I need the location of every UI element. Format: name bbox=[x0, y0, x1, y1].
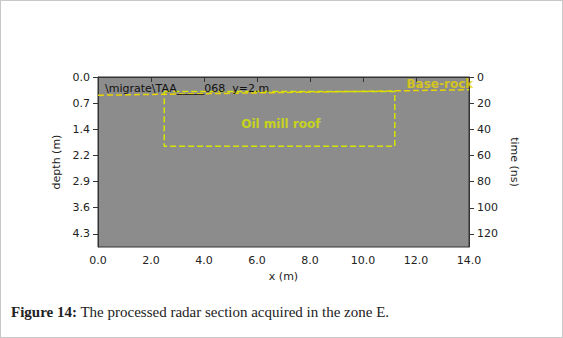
svg-text:x (m): x (m) bbox=[269, 270, 298, 283]
svg-text:40: 40 bbox=[477, 123, 491, 136]
svg-text:6.0: 6.0 bbox=[248, 254, 266, 267]
svg-text:depth (m): depth (m) bbox=[50, 135, 63, 190]
svg-text:3.6: 3.6 bbox=[73, 201, 91, 214]
svg-text:4.0: 4.0 bbox=[195, 254, 213, 267]
svg-text:12.0: 12.0 bbox=[404, 254, 429, 267]
svg-text:20: 20 bbox=[477, 97, 491, 110]
svg-text:8.0: 8.0 bbox=[301, 254, 319, 267]
svg-text:80: 80 bbox=[477, 175, 491, 188]
svg-text:0.7: 0.7 bbox=[73, 97, 91, 110]
svg-text:Oil mill roof: Oil mill roof bbox=[241, 117, 321, 131]
svg-text:2.2: 2.2 bbox=[73, 149, 91, 162]
svg-text:Base-rock: Base-rock bbox=[406, 77, 474, 91]
svg-text:10.0: 10.0 bbox=[351, 254, 376, 267]
svg-text:0.0: 0.0 bbox=[73, 71, 91, 84]
svg-text:100: 100 bbox=[477, 201, 498, 214]
svg-text:1.4: 1.4 bbox=[73, 123, 91, 136]
svg-text:120: 120 bbox=[477, 227, 498, 240]
svg-text:60: 60 bbox=[477, 149, 491, 162]
svg-text:0: 0 bbox=[477, 71, 484, 84]
svg-text:0.0: 0.0 bbox=[89, 254, 107, 267]
html-text:Figure 14: The processed radar: Figure 14: The processed radar section a… bbox=[11, 304, 390, 320]
svg-text:2.9: 2.9 bbox=[73, 175, 91, 188]
svg-text:\migrate\TAA_____068 y=2.m: \migrate\TAA_____068 y=2.m bbox=[105, 82, 269, 95]
svg-text:time (ns): time (ns) bbox=[508, 137, 521, 187]
svg-text:2.0: 2.0 bbox=[142, 254, 160, 267]
svg-text:4.3: 4.3 bbox=[73, 227, 91, 240]
svg-text:14.0: 14.0 bbox=[457, 254, 482, 267]
